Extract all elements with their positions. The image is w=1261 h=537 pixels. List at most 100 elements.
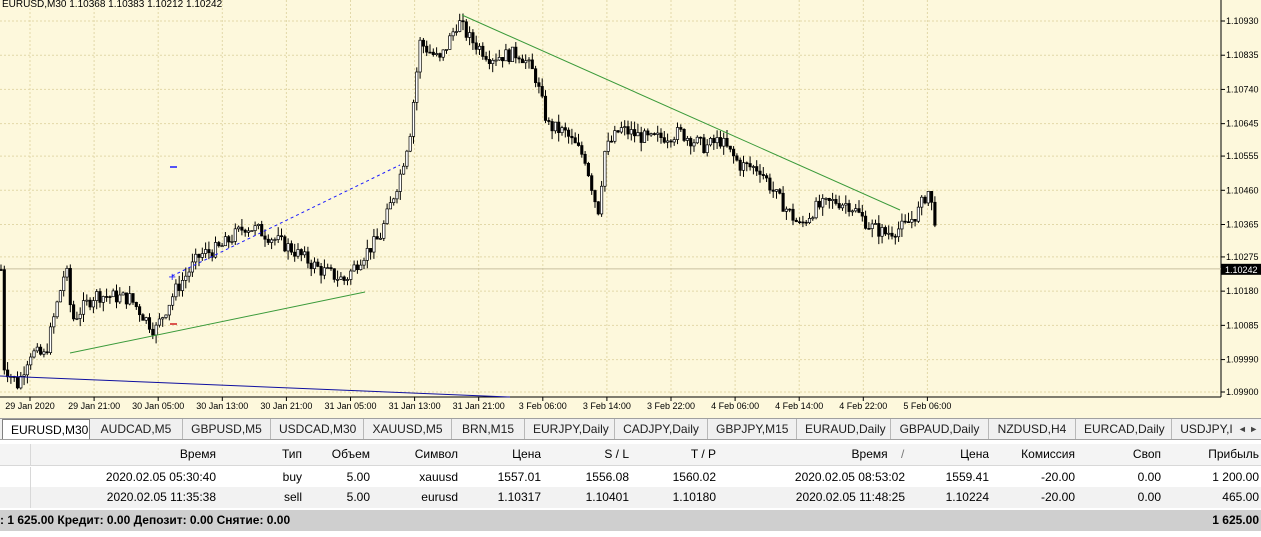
trade-marker-icon: + xyxy=(168,272,176,283)
candle-body xyxy=(25,364,29,376)
chart-canvas[interactable]: 1.10930 1.10835 1.10740 1.10645 1.10555 1.104… xyxy=(0,0,1261,418)
tab-nzdusd-h4[interactable]: NZDUSD,H4 xyxy=(989,419,1076,439)
candle-body xyxy=(151,328,155,336)
candle-body xyxy=(448,35,452,50)
candle-body xyxy=(586,163,590,177)
col-volume[interactable]: Объем xyxy=(331,447,370,461)
candle-body xyxy=(705,144,709,153)
candle-body xyxy=(121,292,125,296)
col-time[interactable]: Время xyxy=(179,447,216,461)
candle-body xyxy=(501,57,505,62)
candle-body xyxy=(85,299,89,302)
tab-xauusd-m5[interactable]: XAUUSD,M5 xyxy=(364,419,452,439)
table-row[interactable]: 2020.02.05 05:30:40 buy 5.00 xauusd 1557… xyxy=(0,467,1261,488)
candle-body xyxy=(458,20,462,32)
tab-eurcad-daily[interactable]: EURCAD,Daily xyxy=(1076,419,1172,439)
candle-body xyxy=(672,139,676,143)
col-price[interactable]: Цена xyxy=(512,447,541,461)
candle-body xyxy=(629,129,633,135)
current-price-tag xyxy=(1221,263,1261,275)
candle-body xyxy=(524,60,528,64)
candle-body xyxy=(385,208,389,224)
candle-body xyxy=(850,210,854,213)
candle-body xyxy=(517,57,521,60)
candle-body xyxy=(804,221,808,224)
candle-body xyxy=(827,197,831,201)
candle-body xyxy=(270,239,274,243)
candle-body xyxy=(873,223,878,225)
candle-body xyxy=(444,49,449,51)
candle-body xyxy=(418,39,422,73)
candle-body xyxy=(662,137,666,143)
col-time2[interactable]: Время / xyxy=(720,444,911,465)
candle-body xyxy=(200,253,204,258)
tab-eurusd-m30[interactable]: EURUSD,M30 xyxy=(2,419,90,439)
candle-body xyxy=(171,296,175,306)
candle-body xyxy=(309,262,313,269)
table-row[interactable]: 2020.02.05 11:35:38 sell 5.00 eurusd 1.1… xyxy=(0,487,1261,508)
candle-body xyxy=(695,136,699,144)
candle-body xyxy=(128,293,132,305)
summary-text: : 1 625.00 Кредит: 0.00 Депозит: 0.00 Сн… xyxy=(0,513,291,527)
candle-body xyxy=(339,276,343,280)
candle-body xyxy=(336,278,340,281)
candle-body xyxy=(854,208,858,212)
tab-usdcad-m30[interactable]: USDCAD,M30 xyxy=(271,419,364,439)
tab-gbpusd-m5[interactable]: GBPUSD,M5 xyxy=(183,419,271,439)
col-commission[interactable]: Комиссия xyxy=(1021,447,1075,461)
tab-scroll-arrows-icon[interactable]: ◄ ► xyxy=(1235,419,1261,439)
tab-usdjpy-i[interactable]: USDJPY,I xyxy=(1172,419,1242,439)
col-swap[interactable]: Своп xyxy=(1132,447,1161,461)
candle-body xyxy=(487,59,491,64)
candle-body xyxy=(438,53,442,58)
candle-body xyxy=(534,68,538,84)
tab-audcad-m5[interactable]: AUDCAD,M5 xyxy=(90,419,183,439)
candle-body xyxy=(428,51,432,54)
cell-swap: 0.00 xyxy=(1137,470,1161,484)
candle-body xyxy=(19,376,23,389)
candle-body xyxy=(42,351,46,355)
candle-body xyxy=(154,324,158,336)
candle-body xyxy=(415,71,419,103)
time-label: 3 Feb 22:00 xyxy=(647,401,695,411)
col-profit[interactable]: Прибыль xyxy=(1208,447,1259,461)
candle-body xyxy=(22,374,26,377)
col-price2[interactable]: Цена xyxy=(960,447,989,461)
tab-gbpaud-daily[interactable]: GBPAUD,Daily xyxy=(891,419,989,439)
col-type[interactable]: Тип xyxy=(281,447,302,461)
candle-body xyxy=(322,267,326,276)
cell-volume: 5.00 xyxy=(346,490,370,504)
candle-body xyxy=(870,223,874,229)
col-symbol[interactable]: Символ xyxy=(414,447,458,461)
candle-body xyxy=(306,251,310,264)
col-tp[interactable]: T / P xyxy=(690,447,716,461)
candle-body xyxy=(2,269,6,371)
tab-brn-m15[interactable]: BRN,M15 xyxy=(452,419,525,439)
candle-body xyxy=(642,130,647,143)
col-sl[interactable]: S / L xyxy=(604,447,629,461)
tab-cadjpy-daily[interactable]: CADJPY,Daily xyxy=(615,419,708,439)
tab-euraud-daily[interactable]: EURAUD,Daily xyxy=(797,419,891,439)
price-label: 1.10365 xyxy=(1226,220,1259,230)
candle-body xyxy=(669,140,673,143)
candle-body xyxy=(312,261,317,269)
candle-body xyxy=(930,191,934,203)
candle-body xyxy=(758,170,762,175)
candle-body xyxy=(623,126,627,128)
candle-body xyxy=(190,261,194,273)
candle-body xyxy=(233,228,237,242)
tab-gbpjpy-m15[interactable]: GBPJPY,M15 xyxy=(708,419,797,439)
chart-title: EURUSD,M30 1.10368 1.10383 1.10212 1.102… xyxy=(2,0,223,10)
tab-eurjpy-daily[interactable]: EURJPY,Daily xyxy=(525,419,615,439)
candle-body xyxy=(788,208,792,211)
time-label: 31 Jan 13:00 xyxy=(389,401,441,411)
candle-body xyxy=(778,189,782,194)
current-price-label: 1.10242 xyxy=(1225,265,1258,275)
candle-body xyxy=(738,159,742,171)
price-label: 1.10740 xyxy=(1226,84,1259,94)
price-chart[interactable]: 1.10930 1.10835 1.10740 1.10645 1.10555 1.104… xyxy=(0,0,1261,418)
candle-body xyxy=(237,226,241,230)
candle-body xyxy=(68,268,72,306)
candle-body xyxy=(48,326,53,353)
trendline-blue xyxy=(0,375,511,398)
